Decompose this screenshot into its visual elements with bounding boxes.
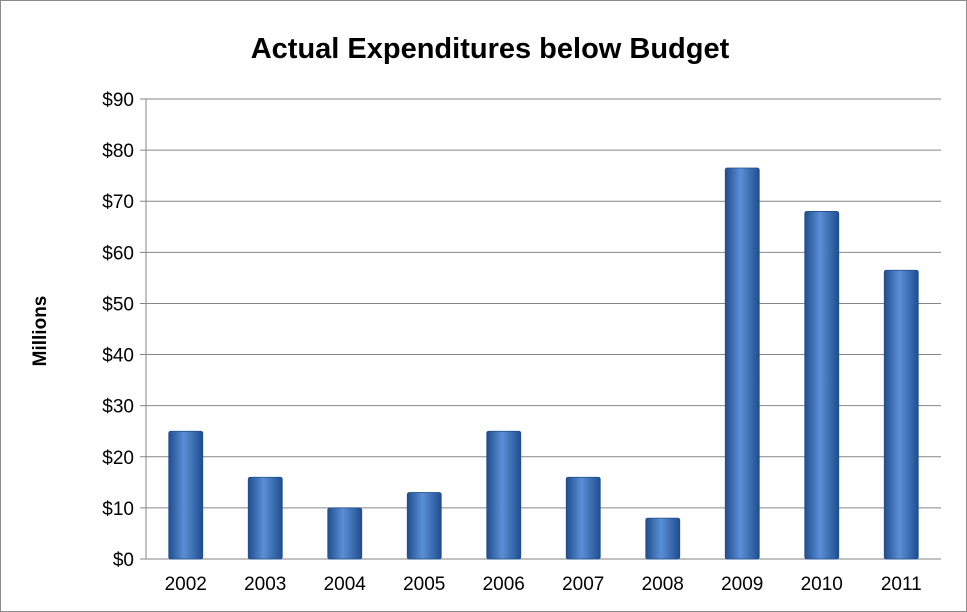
x-tick-label: 2003 <box>244 574 286 595</box>
x-tick-label: 2004 <box>324 574 367 595</box>
y-axis-label: Millions <box>30 296 51 367</box>
x-tick-label: 2010 <box>801 574 843 595</box>
bars <box>168 167 919 560</box>
y-tick-label: $90 <box>102 90 134 111</box>
y-tick-label: $10 <box>102 499 134 520</box>
y-tick-label: $30 <box>102 397 134 418</box>
bar-2010 <box>804 211 840 560</box>
bar-2009 <box>724 167 760 560</box>
y-tick-label: $80 <box>102 141 134 162</box>
y-tick-labels: $0 $10 $20 $30 $40 $50 $60 $70 $80 $90 <box>102 90 134 571</box>
bar-2005 <box>406 492 442 560</box>
bar-2011 <box>883 269 919 560</box>
x-tick-label: 2005 <box>403 574 445 595</box>
y-tick-label: $40 <box>102 346 134 367</box>
y-tick-label: $60 <box>102 243 134 264</box>
x-tick-label: 2006 <box>483 574 525 595</box>
bar-2006 <box>486 430 522 560</box>
bar-2007 <box>565 476 601 560</box>
x-tick-label: 2002 <box>165 574 207 595</box>
x-tick-label: 2008 <box>642 574 684 595</box>
chart-title: Actual Expenditures below Budget <box>251 33 730 65</box>
y-tick-label: $0 <box>113 550 134 571</box>
x-tick-label: 2011 <box>881 574 922 595</box>
y-tick-label: $20 <box>102 448 134 469</box>
bar-2008 <box>645 517 681 560</box>
y-tick-label: $70 <box>102 192 134 213</box>
x-tick-labels: 2002 2003 2004 2005 2006 2007 2008 2009 2010 2011 <box>165 574 922 595</box>
bar-2002 <box>168 430 204 560</box>
bar-2003 <box>247 476 283 560</box>
x-tick-label: 2009 <box>721 574 763 595</box>
bar-2004 <box>327 507 363 560</box>
y-tick-label: $50 <box>102 294 134 315</box>
x-tick-label: 2007 <box>562 574 604 595</box>
